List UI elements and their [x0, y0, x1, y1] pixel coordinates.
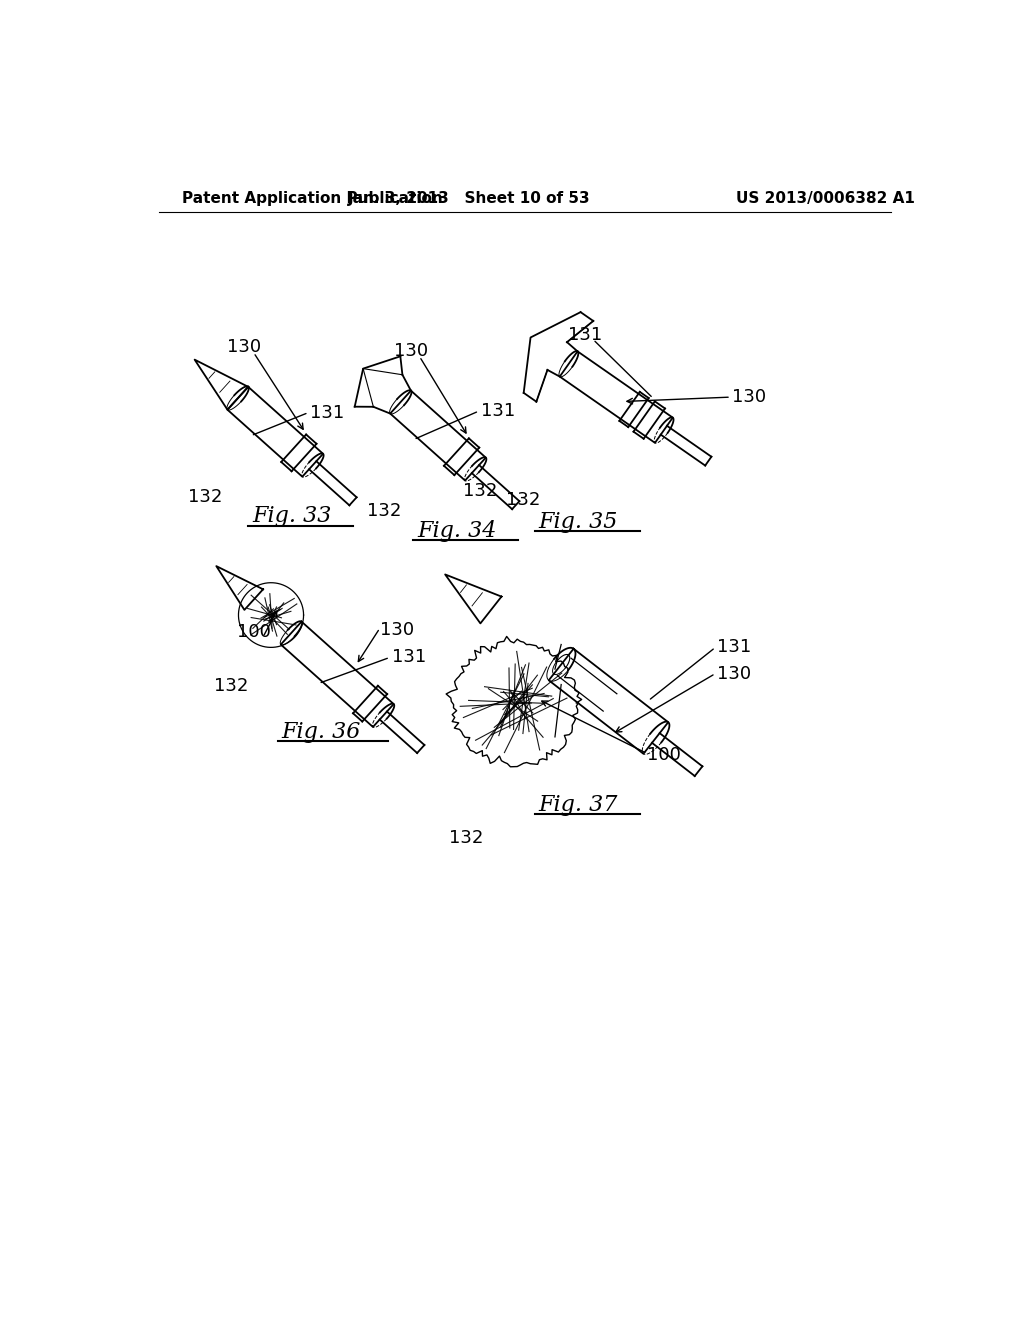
Text: 132: 132 — [464, 482, 498, 500]
Text: 100: 100 — [647, 746, 681, 764]
Text: 131: 131 — [717, 639, 752, 656]
Text: Fig. 33: Fig. 33 — [252, 506, 332, 528]
Text: Patent Application Publication: Patent Application Publication — [182, 191, 443, 206]
Text: 131: 131 — [480, 403, 515, 420]
Text: 132: 132 — [506, 491, 541, 508]
Text: 130: 130 — [227, 338, 261, 356]
Text: 132: 132 — [450, 829, 484, 846]
Text: 132: 132 — [214, 677, 248, 694]
Text: 131: 131 — [568, 326, 602, 345]
Text: Fig. 34: Fig. 34 — [417, 520, 497, 543]
Text: 131: 131 — [310, 404, 344, 421]
Text: Fig. 37: Fig. 37 — [539, 795, 618, 816]
Text: 132: 132 — [188, 488, 222, 506]
Text: US 2013/0006382 A1: US 2013/0006382 A1 — [736, 191, 914, 206]
Text: 130: 130 — [380, 622, 414, 639]
Text: Jan. 3, 2013   Sheet 10 of 53: Jan. 3, 2013 Sheet 10 of 53 — [348, 191, 590, 206]
Text: 132: 132 — [367, 502, 401, 520]
Text: 131: 131 — [391, 648, 426, 667]
Text: 130: 130 — [717, 665, 752, 684]
Text: 100: 100 — [237, 623, 270, 642]
Text: 130: 130 — [732, 388, 767, 407]
Text: Fig. 35: Fig. 35 — [539, 511, 618, 533]
Text: 130: 130 — [394, 342, 428, 360]
Text: Fig. 36: Fig. 36 — [282, 721, 360, 743]
